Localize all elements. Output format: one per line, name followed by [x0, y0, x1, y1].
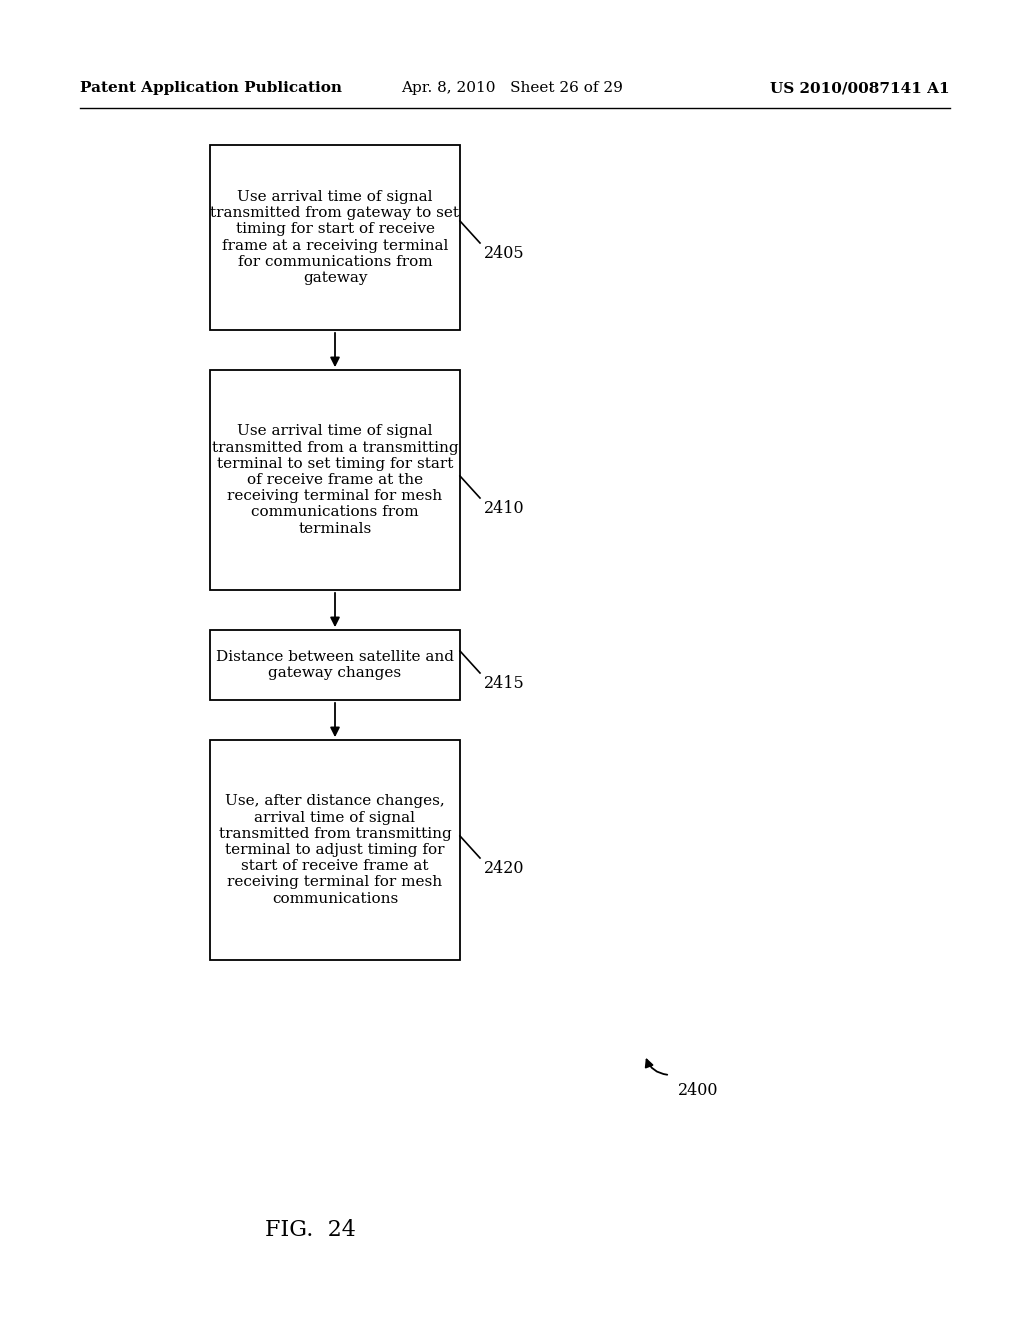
Bar: [210, 145, 460, 330]
Text: US 2010/0087141 A1: US 2010/0087141 A1: [770, 81, 950, 95]
Text: Use, after distance changes,
arrival time of signal
transmitted from transmittin: Use, after distance changes, arrival tim…: [219, 795, 452, 906]
Text: 2405: 2405: [484, 246, 524, 261]
Text: 2415: 2415: [484, 675, 524, 692]
Text: Apr. 8, 2010   Sheet 26 of 29: Apr. 8, 2010 Sheet 26 of 29: [401, 81, 623, 95]
Text: Use arrival time of signal
transmitted from gateway to set
timing for start of r: Use arrival time of signal transmitted f…: [211, 190, 460, 285]
Text: 2400: 2400: [678, 1082, 719, 1100]
Text: 2420: 2420: [484, 861, 524, 876]
Text: Distance between satellite and
gateway changes: Distance between satellite and gateway c…: [216, 649, 454, 680]
Text: 2410: 2410: [484, 500, 524, 517]
Bar: [210, 741, 460, 960]
Bar: [210, 370, 460, 590]
Bar: [210, 630, 460, 700]
Text: Patent Application Publication: Patent Application Publication: [80, 81, 342, 95]
Text: FIG.  24: FIG. 24: [264, 1218, 355, 1241]
Text: Use arrival time of signal
transmitted from a transmitting
terminal to set timin: Use arrival time of signal transmitted f…: [212, 425, 459, 536]
